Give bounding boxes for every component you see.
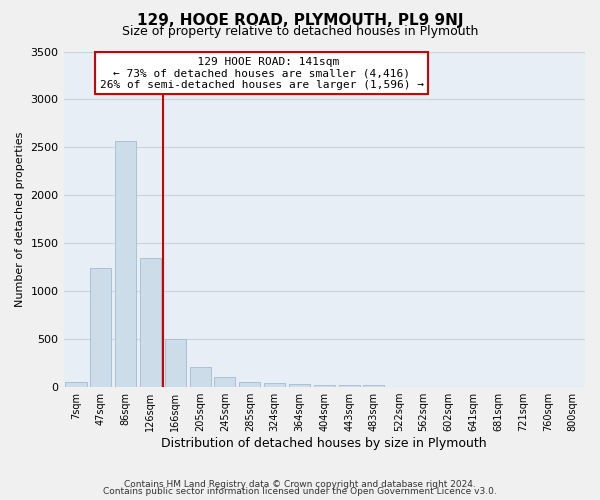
Text: 129, HOOE ROAD, PLYMOUTH, PL9 9NJ: 129, HOOE ROAD, PLYMOUTH, PL9 9NJ	[137, 12, 463, 28]
Bar	[314, 384, 335, 387]
Bar	[338, 385, 359, 387]
Bar	[140, 258, 161, 387]
Bar	[364, 384, 385, 387]
Bar	[190, 367, 211, 387]
Text: Contains HM Land Registry data © Crown copyright and database right 2024.: Contains HM Land Registry data © Crown c…	[124, 480, 476, 489]
Bar	[214, 376, 235, 387]
X-axis label: Distribution of detached houses by size in Plymouth: Distribution of detached houses by size …	[161, 437, 487, 450]
Bar	[239, 382, 260, 387]
Bar	[90, 268, 112, 387]
Text: Contains public sector information licensed under the Open Government Licence v3: Contains public sector information licen…	[103, 487, 497, 496]
Bar	[165, 339, 186, 387]
Bar	[264, 383, 285, 387]
Text: 129 HOOE ROAD: 141sqm
← 73% of detached houses are smaller (4,416)
26% of semi-d: 129 HOOE ROAD: 141sqm ← 73% of detached …	[100, 56, 424, 90]
Y-axis label: Number of detached properties: Number of detached properties	[15, 132, 25, 307]
Bar	[289, 384, 310, 387]
Bar	[65, 382, 86, 387]
Bar	[115, 140, 136, 387]
Text: Size of property relative to detached houses in Plymouth: Size of property relative to detached ho…	[122, 25, 478, 38]
